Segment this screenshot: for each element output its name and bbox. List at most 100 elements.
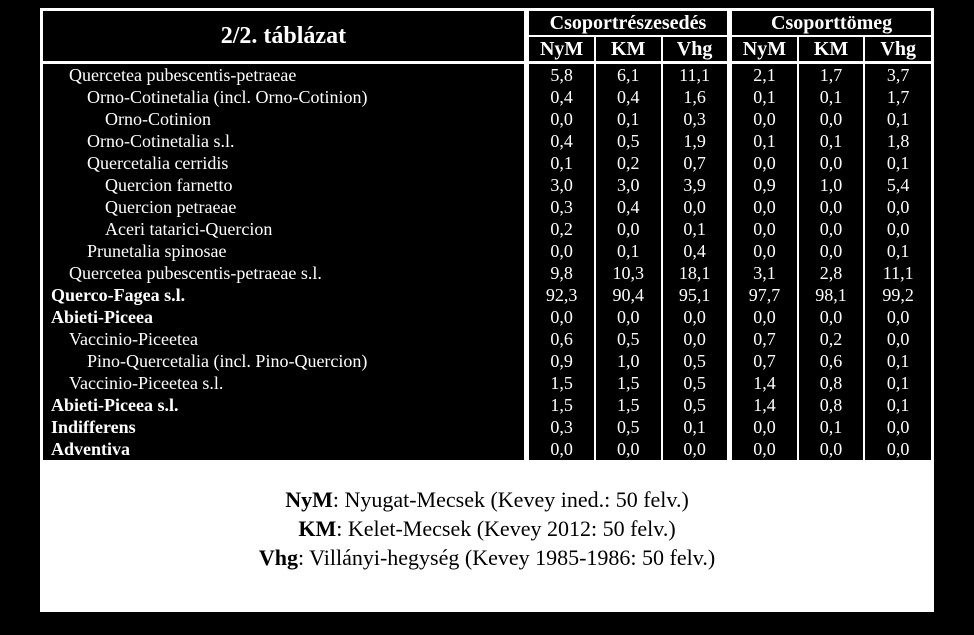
row-value: 3,7 — [864, 63, 931, 87]
sub-header: Vhg — [864, 36, 931, 63]
row-value: 0,0 — [731, 438, 798, 460]
sub-header: Vhg — [662, 36, 729, 63]
row-value: 0,7 — [662, 152, 729, 174]
row-name: Orno-Cotinetalia s.l. — [43, 130, 525, 152]
row-name: Quercetalia cerridis — [43, 152, 525, 174]
legend: NyM: Nyugat-Mecsek (Kevey ined.: 50 felv… — [40, 485, 934, 612]
table-row: Pino-Quercetalia (incl. Pino-Quercion)0,… — [43, 350, 931, 372]
row-value: 1,5 — [528, 394, 595, 416]
row-value: 0,1 — [595, 240, 662, 262]
row-value: 0,1 — [731, 130, 798, 152]
row-value: 0,0 — [731, 196, 798, 218]
row-value: 0,0 — [662, 306, 729, 328]
row-value: 0,0 — [798, 306, 865, 328]
row-value: 0,5 — [595, 416, 662, 438]
row-value: 0,1 — [662, 218, 729, 240]
row-value: 0,1 — [528, 152, 595, 174]
data-table-container: 2/2. táblázat Csoportrészesedés Csoportt… — [40, 8, 934, 463]
row-value: 90,4 — [595, 284, 662, 306]
row-name: Orno-Cotinion — [43, 108, 525, 130]
row-value: 0,4 — [595, 86, 662, 108]
row-value: 0,0 — [595, 218, 662, 240]
row-value: 0,0 — [662, 328, 729, 350]
row-value: 0,8 — [798, 394, 865, 416]
row-value: 0,0 — [798, 196, 865, 218]
sub-header: KM — [595, 36, 662, 63]
row-value: 98,1 — [798, 284, 865, 306]
row-value: 0,5 — [662, 372, 729, 394]
table-row: Indifferens0,30,50,10,00,10,0 — [43, 416, 931, 438]
row-value: 0,1 — [595, 108, 662, 130]
row-value: 11,1 — [662, 63, 729, 87]
row-value: 0,1 — [864, 350, 931, 372]
row-value: 95,1 — [662, 284, 729, 306]
row-value: 0,7 — [731, 350, 798, 372]
row-value: 3,9 — [662, 174, 729, 196]
row-value: 0,4 — [528, 86, 595, 108]
row-value: 0,5 — [662, 350, 729, 372]
row-name: Abieti-Piceea — [43, 306, 525, 328]
row-name: Vaccinio-Piceetea s.l. — [43, 372, 525, 394]
legend-line: Vhg: Villányi-hegység (Kevey 1985-1986: … — [40, 543, 934, 572]
row-value: 0,0 — [731, 108, 798, 130]
row-value: 0,0 — [528, 438, 595, 460]
row-value: 0,4 — [662, 240, 729, 262]
row-value: 1,8 — [864, 130, 931, 152]
group-header-1: Csoportrészesedés — [528, 11, 728, 36]
legend-key: Vhg — [259, 545, 298, 570]
table-row: Quercetea pubescentis-petraeae5,86,111,1… — [43, 63, 931, 87]
row-value: 97,7 — [731, 284, 798, 306]
row-value: 0,0 — [662, 196, 729, 218]
row-name: Indifferens — [43, 416, 525, 438]
row-value: 9,8 — [528, 262, 595, 284]
legend-line: NyM: Nyugat-Mecsek (Kevey ined.: 50 felv… — [40, 485, 934, 514]
row-value: 0,9 — [528, 350, 595, 372]
row-name: Aceri tatarici-Quercion — [43, 218, 525, 240]
row-value: 0,8 — [798, 372, 865, 394]
row-name: Abieti-Piceea s.l. — [43, 394, 525, 416]
row-value: 0,3 — [662, 108, 729, 130]
row-value: 0,0 — [798, 218, 865, 240]
row-value: 1,6 — [662, 86, 729, 108]
row-value: 0,0 — [731, 240, 798, 262]
row-value: 0,0 — [798, 108, 865, 130]
row-value: 0,2 — [798, 328, 865, 350]
row-value: 3,1 — [731, 262, 798, 284]
row-value: 0,0 — [864, 196, 931, 218]
table-title: 2/2. táblázat — [43, 11, 525, 63]
row-value: 1,9 — [662, 130, 729, 152]
table-row: Aceri tatarici-Quercion0,20,00,10,00,00,… — [43, 218, 931, 240]
row-value: 0,0 — [798, 240, 865, 262]
row-value: 0,6 — [528, 328, 595, 350]
row-value: 0,5 — [595, 130, 662, 152]
sub-header: NyM — [731, 36, 798, 63]
table-row: Quercetea pubescentis-petraeae s.l.9,810… — [43, 262, 931, 284]
row-name: Adventiva — [43, 438, 525, 460]
row-value: 5,8 — [528, 63, 595, 87]
content-area: 2/2. táblázat Csoportrészesedés Csoportt… — [40, 8, 934, 612]
row-value: 0,0 — [528, 240, 595, 262]
row-value: 1,7 — [864, 86, 931, 108]
spacer — [40, 463, 934, 485]
row-value: 0,3 — [528, 416, 595, 438]
legend-key: NyM — [285, 487, 333, 512]
row-value: 1,7 — [798, 63, 865, 87]
data-table: 2/2. táblázat Csoportrészesedés Csoportt… — [43, 11, 931, 460]
table-row: Quercetalia cerridis0,10,20,70,00,00,1 — [43, 152, 931, 174]
row-value: 0,0 — [864, 306, 931, 328]
row-value: 0,4 — [528, 130, 595, 152]
row-value: 0,1 — [864, 372, 931, 394]
table-row: Querco-Fagea s.l.92,390,495,197,798,199,… — [43, 284, 931, 306]
row-name: Vaccinio-Piceetea — [43, 328, 525, 350]
row-value: 1,4 — [731, 372, 798, 394]
row-value: 0,7 — [731, 328, 798, 350]
table-row: Orno-Cotinetalia s.l.0,40,51,90,10,11,8 — [43, 130, 931, 152]
legend-text: : Nyugat-Mecsek (Kevey ined.: 50 felv.) — [333, 487, 689, 512]
row-value: 0,0 — [731, 416, 798, 438]
row-value: 0,0 — [864, 438, 931, 460]
row-value: 5,4 — [864, 174, 931, 196]
row-value: 0,5 — [662, 394, 729, 416]
row-value: 0,1 — [798, 130, 865, 152]
row-name: Pino-Quercetalia (incl. Pino-Quercion) — [43, 350, 525, 372]
row-value: 0,0 — [595, 306, 662, 328]
